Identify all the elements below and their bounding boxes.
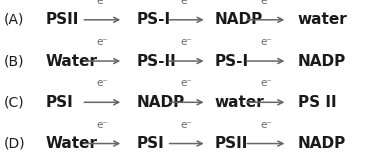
Text: e⁻: e⁻ [260, 0, 272, 6]
Text: e⁻: e⁻ [181, 119, 193, 130]
Text: PSI: PSI [45, 95, 73, 110]
Text: e⁻: e⁻ [260, 78, 272, 88]
Text: PS-I: PS-I [136, 12, 171, 27]
Text: PSI: PSI [136, 136, 164, 151]
Text: (B): (B) [4, 54, 24, 68]
Text: Water: Water [45, 136, 97, 151]
Text: PS-I: PS-I [214, 54, 248, 68]
Text: PSII: PSII [45, 12, 79, 27]
Text: Water: Water [45, 54, 97, 68]
Text: water: water [214, 95, 264, 110]
Text: e⁻: e⁻ [181, 0, 193, 6]
Text: NADP: NADP [298, 136, 346, 151]
Text: PS-II: PS-II [136, 54, 176, 68]
Text: e⁻: e⁻ [96, 78, 108, 88]
Text: (A): (A) [4, 13, 24, 27]
Text: e⁻: e⁻ [260, 119, 272, 130]
Text: e⁻: e⁻ [260, 37, 272, 47]
Text: e⁻: e⁻ [96, 37, 108, 47]
Text: e⁻: e⁻ [181, 37, 193, 47]
Text: NADP: NADP [214, 12, 262, 27]
Text: NADP: NADP [136, 95, 185, 110]
Text: water: water [298, 12, 347, 27]
Text: (C): (C) [4, 95, 24, 109]
Text: NADP: NADP [298, 54, 346, 68]
Text: PSII: PSII [214, 136, 247, 151]
Text: (D): (D) [4, 137, 25, 150]
Text: e⁻: e⁻ [96, 119, 108, 130]
Text: e⁻: e⁻ [96, 0, 108, 6]
Text: PS II: PS II [298, 95, 336, 110]
Text: e⁻: e⁻ [181, 78, 193, 88]
